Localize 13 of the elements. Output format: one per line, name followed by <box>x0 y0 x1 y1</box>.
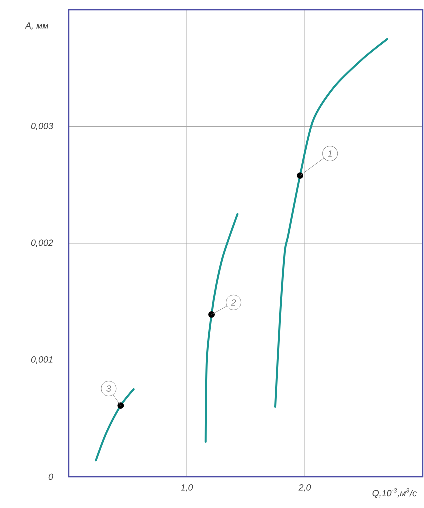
y-tick-label: 0,002 <box>31 240 54 248</box>
y-tick-label: 0,001 <box>31 356 53 364</box>
line-series <box>204 213 239 443</box>
annotation: 1 <box>328 150 332 157</box>
x-tick-label: 1,0 <box>181 484 194 492</box>
x-tick-label: 2,0 <box>298 484 312 492</box>
line-series <box>274 38 389 408</box>
annotation: 3 <box>106 386 112 392</box>
y-tick-label: 0 <box>48 474 54 480</box>
y-tick-label: 0,003 <box>31 123 54 130</box>
annotation: 2 <box>231 300 236 306</box>
x-axis-title: Q,10$^{-3}$,м$^{3}$/с <box>372 488 417 498</box>
y-axis-title: A, мм <box>25 22 49 30</box>
